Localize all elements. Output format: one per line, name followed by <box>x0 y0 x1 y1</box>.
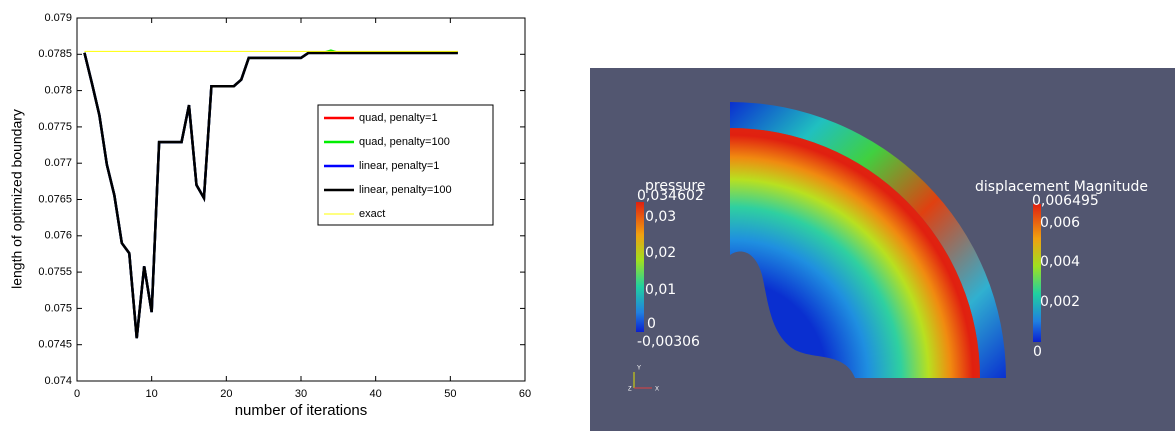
y-tick-label: 0.0745 <box>38 339 72 351</box>
x-tick-label: 0 <box>74 388 80 400</box>
y-tick-label: 0.0755 <box>38 266 72 278</box>
y-tick-label: 0.077 <box>44 157 72 169</box>
y-tick-label: 0.076 <box>44 230 72 242</box>
x-tick-label: 20 <box>220 388 232 400</box>
colorbar-label: 0 <box>647 316 656 332</box>
displaced-band <box>730 102 1006 378</box>
domain-shape <box>730 128 980 378</box>
render-view: pressure 0,034602 0,03 0,02 0,01 0 -0,00… <box>590 68 1175 431</box>
colorbar-title: pressure <box>645 178 705 194</box>
y-tick-label: 0.074 <box>44 375 72 387</box>
legend-label: quad, penalty=100 <box>359 136 450 148</box>
y-axis-label: length of optimized boundary <box>9 109 25 289</box>
legend-label: linear, penalty=100 <box>359 184 452 196</box>
colorbar-min: -0,00306 <box>637 334 700 350</box>
colorbar-max: 0,034602 <box>637 188 704 204</box>
axis-glyph-label: Y <box>637 366 641 372</box>
colorbar-label: 0,01 <box>645 282 676 298</box>
y-tick-label: 0.079 <box>44 12 72 24</box>
y-tick-label: 0.0765 <box>38 193 72 205</box>
x-tick-label: 60 <box>519 388 531 400</box>
colorbar-title: displacement Magnitude <box>975 179 1148 195</box>
displacement-colorbar <box>1033 204 1041 342</box>
colorbar-label: 0,03 <box>645 209 676 225</box>
legend-label: exact <box>359 208 385 220</box>
axis-glyph-label: Z <box>628 387 632 393</box>
y-tick-label: 0.0785 <box>38 48 72 60</box>
axis-glyph-label: X <box>655 387 659 393</box>
pressure-colorbar <box>636 202 644 332</box>
colorbar-label: 0,004 <box>1040 254 1080 270</box>
colorbar-label: 0,02 <box>645 245 676 261</box>
series-line <box>83 51 458 339</box>
x-tick-label: 10 <box>146 388 158 400</box>
colorbar-label: 0,002 <box>1040 294 1080 310</box>
y-tick-label: 0.078 <box>44 85 72 97</box>
legend-label: quad, penalty=1 <box>359 112 438 124</box>
y-tick-label: 0.0775 <box>38 121 72 133</box>
colorbar-min: 0 <box>1033 344 1042 360</box>
x-tick-label: 50 <box>444 388 456 400</box>
x-axis-label: number of iterations <box>235 402 368 419</box>
x-tick-label: 40 <box>370 388 382 400</box>
colorbar-max: 0,006495 <box>1032 193 1099 209</box>
legend-label: linear, penalty=1 <box>359 160 439 172</box>
colorbar-label: 0,006 <box>1040 215 1080 231</box>
y-tick-label: 0.075 <box>44 302 72 314</box>
x-tick-label: 30 <box>295 388 307 400</box>
